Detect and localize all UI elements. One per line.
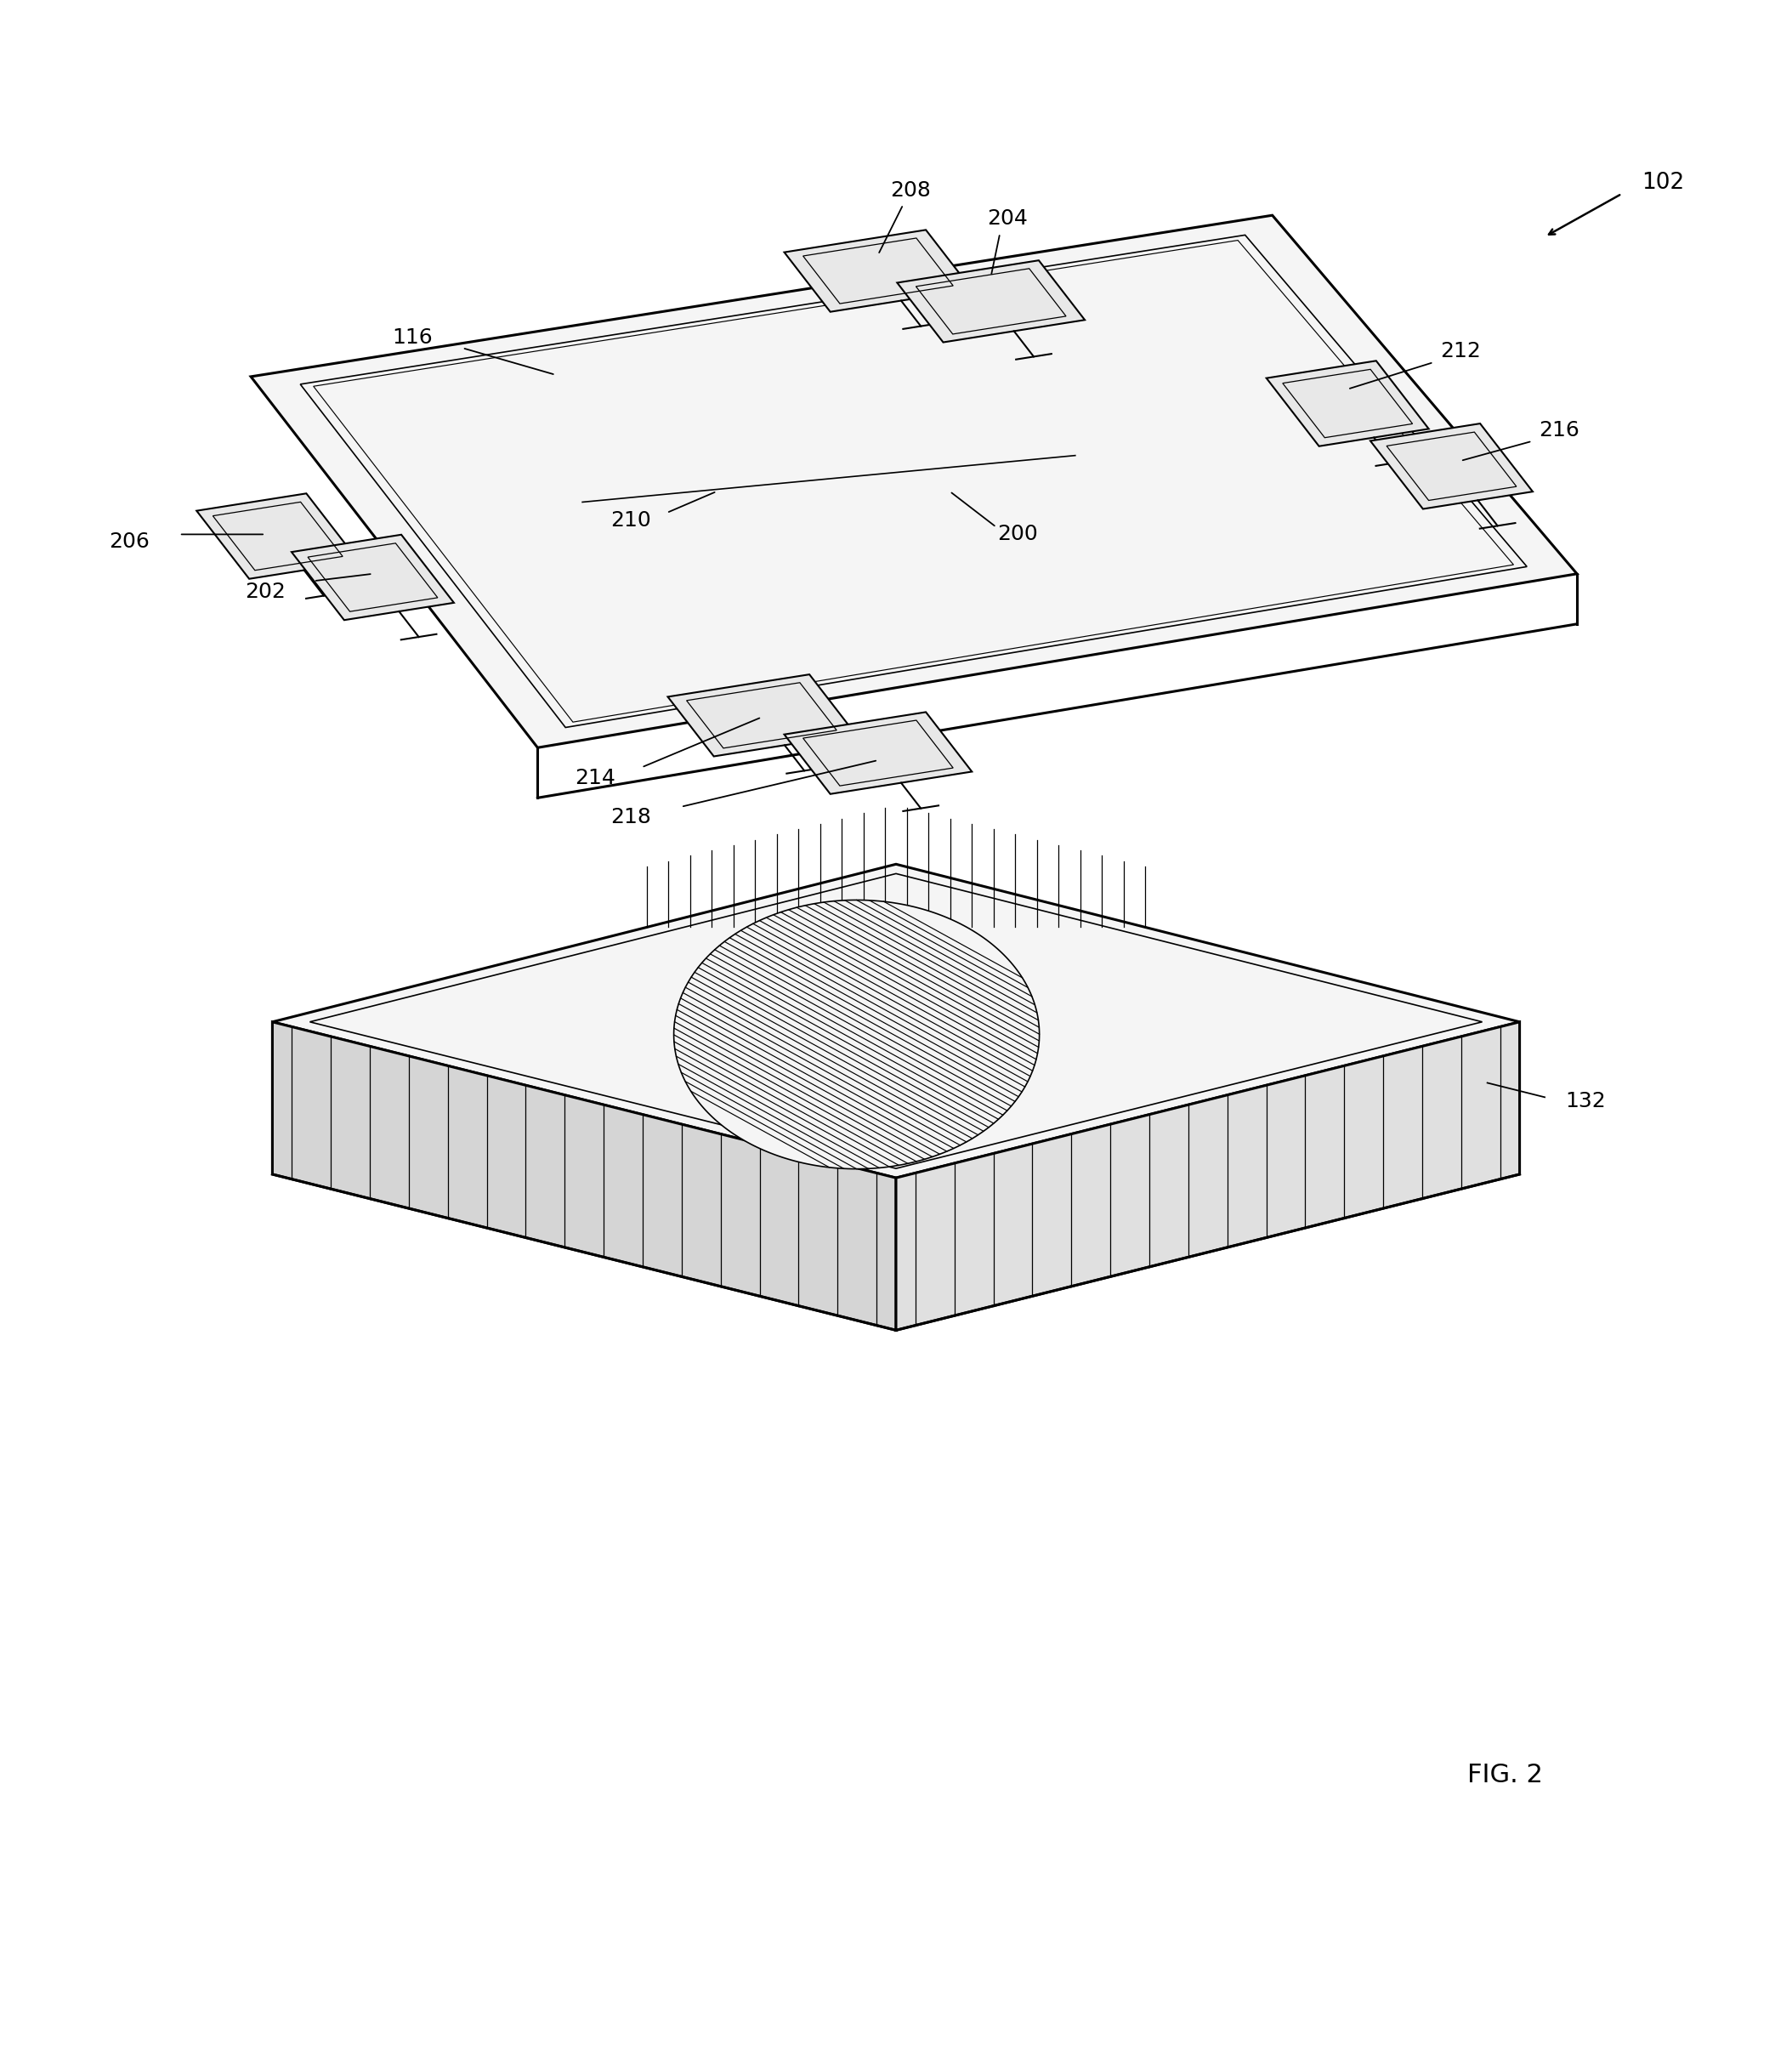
- Text: FIG. 2: FIG. 2: [1468, 1762, 1543, 1786]
- Polygon shape: [272, 1021, 896, 1331]
- Polygon shape: [251, 215, 1577, 749]
- Text: 116: 116: [392, 326, 432, 347]
- Text: 206: 206: [109, 531, 149, 552]
- Polygon shape: [1267, 361, 1428, 447]
- Polygon shape: [272, 863, 1520, 1177]
- Polygon shape: [896, 1021, 1520, 1331]
- Text: 212: 212: [1441, 340, 1480, 361]
- Polygon shape: [668, 675, 855, 757]
- Polygon shape: [674, 900, 1039, 1169]
- Text: 132: 132: [1566, 1091, 1606, 1112]
- Text: 216: 216: [1539, 420, 1579, 441]
- Text: 208: 208: [891, 180, 930, 201]
- Polygon shape: [785, 712, 971, 794]
- Text: 200: 200: [998, 525, 1038, 546]
- Polygon shape: [898, 260, 1084, 343]
- Text: 210: 210: [611, 511, 650, 531]
- Polygon shape: [785, 230, 971, 312]
- Text: 202: 202: [246, 582, 285, 601]
- Polygon shape: [197, 494, 358, 578]
- Text: 214: 214: [575, 767, 615, 788]
- Polygon shape: [292, 535, 453, 619]
- Polygon shape: [1371, 425, 1532, 509]
- Text: 102: 102: [1641, 172, 1684, 195]
- Text: 204: 204: [987, 209, 1027, 230]
- Text: 218: 218: [611, 808, 650, 829]
